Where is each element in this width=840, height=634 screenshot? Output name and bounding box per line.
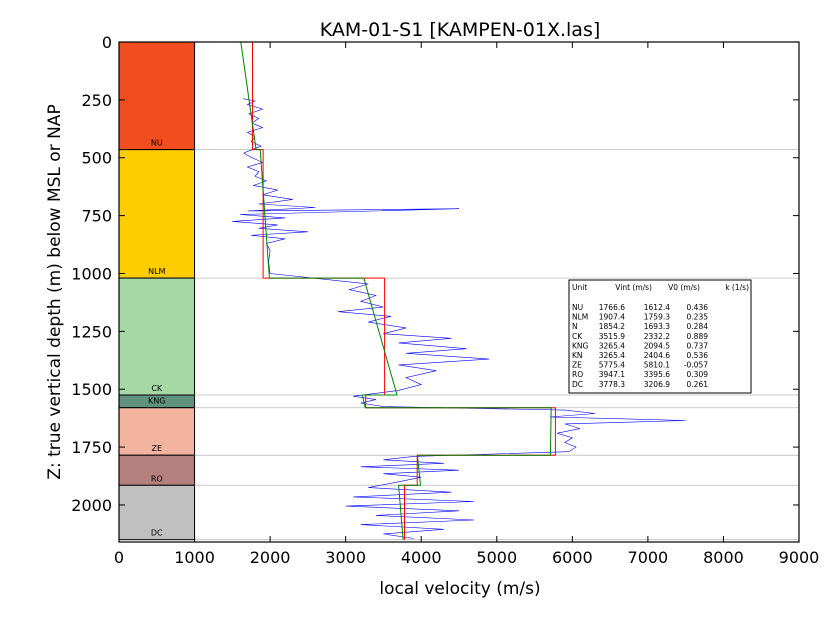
unit-label-nu: NU — [151, 139, 163, 148]
y-tick-label: 0 — [102, 33, 112, 52]
table-header-cell: V0 (m/s) — [668, 283, 700, 292]
x-tick-label: 4000 — [401, 548, 442, 567]
table-cell: 3515.9 — [599, 332, 625, 341]
y-tick-label: 2000 — [71, 496, 112, 515]
x-tick-label: 1000 — [174, 548, 215, 567]
unit-label-kng: KNG — [148, 397, 165, 406]
table-cell: 3265.4 — [599, 351, 625, 360]
y-tick-label: 750 — [81, 207, 112, 226]
unit-label-ze: ZE — [152, 444, 163, 453]
table-cell: 1612.4 — [644, 303, 670, 312]
boundary-layer — [194, 149, 799, 541]
y-tick-label: 1250 — [71, 322, 112, 341]
table-cell: ZE — [572, 361, 582, 370]
x-tick-label: 3000 — [325, 548, 366, 567]
unit-label-nlm: NLM — [148, 267, 165, 276]
series-layer — [232, 41, 686, 540]
series-interval-velocity — [252, 42, 556, 540]
y-tick-label: 1750 — [71, 438, 112, 457]
table-cell: NU — [572, 303, 583, 312]
table-header-cell: Unit — [572, 283, 587, 292]
x-axis: 0 1000 2000 3000 4000 5000 6000 7000 8000 9000 — [114, 42, 819, 567]
table-cell: 2332.2 — [644, 332, 670, 341]
table-cell: 0.536 — [687, 351, 709, 360]
table-cell: 0.737 — [687, 341, 709, 350]
table-cell: -0.057 — [684, 361, 708, 370]
chart-title: KAM-01-S1 [KAMPEN-01X.las] — [320, 19, 601, 41]
table-cell: 3395.6 — [644, 370, 670, 379]
unit-label-ro: RO — [151, 474, 163, 483]
table-cell: 0.309 — [687, 370, 709, 379]
plot-frame — [118, 41, 800, 543]
velocity-table: Unit Vint (m/s) V0 (m/s) k (1/s) NU 1766.6 161… — [568, 279, 752, 394]
table-cell: RO — [572, 370, 583, 379]
table-cell: 1907.4 — [599, 313, 625, 322]
table-cell: 5810.1 — [644, 361, 670, 370]
table-cell: N — [572, 322, 578, 331]
unit-block-ck — [118, 277, 196, 396]
table-cell: 0.235 — [687, 313, 709, 322]
table-cell: 3947.1 — [599, 370, 625, 379]
table-cell: 5775.4 — [599, 361, 625, 370]
table-cell: 3778.3 — [599, 380, 625, 389]
table-cell: CK — [572, 332, 583, 341]
unit-block-nu — [118, 41, 196, 151]
table-header-cell: k (1/s) — [725, 283, 749, 292]
x-tick-label: 8000 — [703, 548, 744, 567]
table-cell: 1854.2 — [599, 322, 625, 331]
table-cell: KN — [572, 351, 583, 360]
table-cell: 1759.3 — [644, 313, 670, 322]
table-cell: 0.261 — [687, 380, 709, 389]
x-tick-label: 9000 — [779, 548, 820, 567]
table-cell: DC — [572, 380, 583, 389]
table-cell: NLM — [572, 313, 588, 322]
unit-block-nlm — [118, 149, 196, 279]
table-cell: 3265.4 — [599, 341, 625, 350]
y-axis: 0 250 500 750 1000 1250 1500 1750 2000 — [71, 33, 799, 515]
x-tick-label: 6000 — [552, 548, 593, 567]
table-cell: 1693.3 — [644, 322, 670, 331]
unit-label-dc: DC — [151, 529, 163, 538]
table-cell: 0.889 — [687, 332, 709, 341]
table-cell: KNG — [572, 341, 589, 350]
table-cell: 2404.6 — [644, 351, 670, 360]
table-cell: 3206.9 — [644, 380, 670, 389]
table-cell: 0.436 — [687, 303, 709, 312]
table-cell: 0.284 — [687, 322, 709, 331]
x-tick-label: 7000 — [628, 548, 669, 567]
series-velocity-log — [232, 98, 686, 539]
unit-label-ck: CK — [151, 384, 163, 393]
unit-block-ze — [118, 407, 196, 456]
velocity-table-box — [568, 279, 752, 394]
table-header-cell: Vint (m/s) — [615, 283, 652, 292]
y-axis-label: Z: true vertical depth (m) below MSL or … — [45, 104, 65, 479]
table-cell: 2094.5 — [644, 341, 670, 350]
y-tick-label: 1500 — [71, 380, 112, 399]
y-tick-label: 1000 — [71, 264, 112, 283]
table-cell: 1766.6 — [599, 303, 625, 312]
x-tick-label: 5000 — [476, 548, 517, 567]
unit-block-dc — [118, 484, 196, 541]
y-tick-label: 500 — [81, 149, 112, 168]
y-tick-label: 250 — [81, 91, 112, 110]
units-layer: NU NLM CK KNG ZE RO DC — [118, 41, 196, 541]
series-v0k-model — [240, 41, 552, 540]
unit-block-ro — [118, 454, 196, 486]
x-tick-label: 2000 — [250, 548, 291, 567]
x-tick-label: 0 — [114, 548, 124, 567]
x-axis-label: local velocity (m/s) — [379, 579, 540, 599]
